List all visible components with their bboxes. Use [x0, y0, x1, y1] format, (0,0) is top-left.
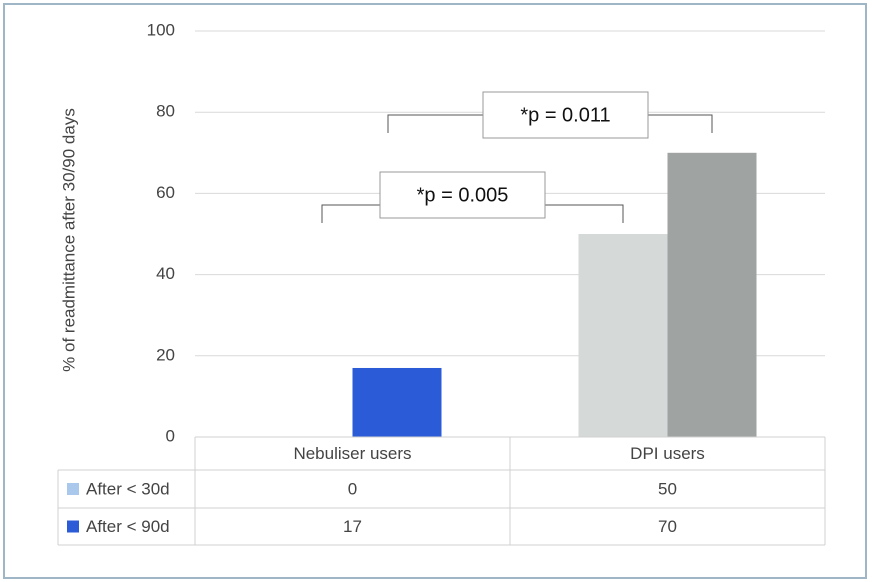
table-value: 0	[348, 479, 357, 498]
table-value: 50	[658, 479, 677, 498]
annotation-box	[379, 171, 546, 219]
y-axis-label: % of readmittance after 30/90 days	[59, 108, 78, 372]
y-tick-label: 80	[156, 102, 175, 121]
table-value: 17	[343, 517, 362, 536]
y-tick-label: 100	[147, 20, 175, 39]
y-tick-label: 40	[156, 264, 175, 283]
y-tick-label: 20	[156, 345, 175, 364]
x-tick-label: Nebuliser users	[293, 444, 411, 463]
annotation-box	[482, 91, 649, 139]
legend-swatch	[67, 520, 79, 533]
annotation: *p = 0.005	[417, 184, 509, 206]
legend-label: After < 90d	[86, 517, 170, 536]
bar	[578, 234, 668, 437]
legend-swatch	[67, 483, 79, 495]
legend-label: After < 30d	[86, 479, 170, 498]
bar	[352, 367, 442, 437]
annotation: *p = 0.011	[520, 104, 610, 126]
y-tick-label: 0	[166, 426, 175, 445]
x-tick-label: DPI users	[630, 444, 705, 463]
bar	[667, 152, 757, 438]
table-value: 70	[658, 517, 677, 536]
y-tick-label: 60	[156, 183, 175, 202]
